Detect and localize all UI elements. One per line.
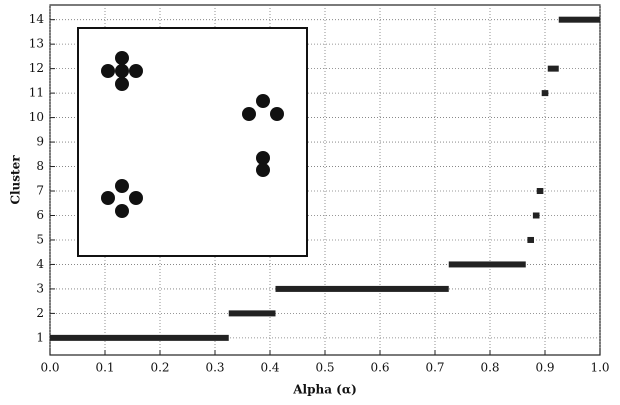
y-tick-label: 1 (36, 330, 44, 344)
dot (129, 191, 143, 205)
x-tick-label: 0.8 (480, 361, 499, 375)
y-tick-label: 9 (36, 135, 44, 149)
y-tick-label: 2 (36, 306, 44, 320)
segment (50, 334, 229, 341)
segment (532, 212, 540, 219)
inset-frame (77, 27, 308, 257)
x-tick-label: 0.5 (315, 361, 334, 375)
dot (129, 64, 143, 78)
x-tick-label: 0.2 (150, 361, 169, 375)
y-tick-label: 8 (36, 159, 44, 173)
x-tick-label: 0.9 (535, 361, 554, 375)
y-tick-label: 3 (36, 281, 44, 295)
x-tick-label: 0.0 (40, 361, 59, 375)
segment (536, 188, 544, 195)
y-tick-label: 5 (36, 232, 44, 246)
dot (101, 64, 115, 78)
y-tick-label: 7 (36, 184, 44, 198)
dot (115, 179, 129, 193)
inset (77, 27, 308, 257)
dot (115, 64, 129, 78)
y-tick-label: 4 (36, 257, 44, 271)
x-tick-label: 0.7 (425, 361, 444, 375)
y-tick-label: 13 (29, 37, 44, 51)
segment (448, 261, 526, 268)
x-tick-label: 0.1 (95, 361, 114, 375)
y-tick-label: 11 (29, 86, 44, 100)
x-tick-label: 0.4 (260, 361, 279, 375)
dot (115, 77, 129, 91)
y-tick-label: 12 (29, 61, 44, 75)
segment (558, 16, 600, 23)
dot (270, 107, 284, 121)
dot (242, 107, 256, 121)
segment (275, 285, 449, 292)
y-tick-label: 10 (29, 110, 44, 124)
y-tick-label: 6 (36, 208, 44, 222)
x-axis-label: Alpha (α) (292, 383, 357, 397)
x-tick-label: 0.6 (370, 361, 389, 375)
dot (256, 163, 270, 177)
segment (547, 65, 559, 72)
y-tick-label: 14 (29, 12, 45, 26)
segment (527, 236, 534, 243)
x-tick-label: 1.0 (590, 361, 609, 375)
dot (115, 51, 129, 65)
dot (256, 151, 270, 165)
dot (256, 94, 270, 108)
inset-dots (101, 51, 284, 218)
segment (541, 90, 549, 97)
x-tick-label: 0.3 (205, 361, 224, 375)
dot (115, 204, 129, 218)
dot (101, 191, 115, 205)
y-axis-label: Cluster (9, 155, 23, 205)
segment (228, 310, 276, 317)
